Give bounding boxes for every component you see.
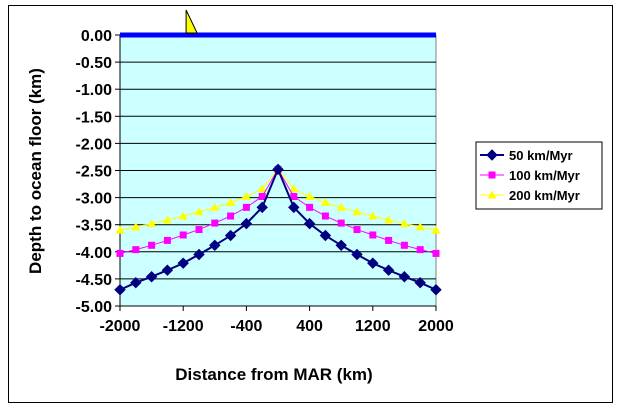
x-axis-label: Distance from MAR (km) — [175, 365, 372, 384]
data-point — [194, 207, 204, 216]
data-point — [257, 184, 267, 193]
data-point — [130, 276, 142, 289]
data-point — [242, 203, 250, 211]
data-point — [241, 192, 251, 201]
data-point — [148, 241, 156, 249]
data-point — [224, 229, 237, 242]
data-point — [131, 222, 141, 231]
legend-label: 200 km/Myr — [509, 188, 580, 203]
data-point — [193, 248, 205, 261]
data-point — [351, 248, 363, 261]
data-point — [258, 193, 266, 201]
y-tick-label: -2.50 — [76, 164, 113, 181]
data-point — [367, 257, 379, 269]
data-point — [415, 222, 425, 231]
data-point — [227, 212, 235, 220]
data-point — [398, 271, 411, 283]
data-point — [353, 226, 361, 234]
data-point — [163, 236, 171, 244]
data-point — [303, 217, 316, 230]
data-point — [161, 264, 174, 276]
data-point — [240, 217, 253, 230]
data-point — [132, 246, 140, 254]
data-point — [289, 184, 299, 193]
y-tick-label: -5.00 — [76, 299, 113, 316]
data-point — [321, 212, 329, 220]
data-point — [256, 201, 268, 214]
data-point — [369, 231, 377, 239]
series-1 — [116, 165, 440, 257]
data-point — [400, 241, 408, 249]
x-tick-label: -1200 — [163, 318, 204, 335]
data-point — [414, 276, 426, 289]
data-point — [177, 257, 189, 269]
data-point — [272, 163, 284, 176]
data-point — [179, 231, 187, 239]
data-point — [162, 215, 172, 224]
data-point — [147, 219, 157, 228]
x-tick-label: -2000 — [100, 318, 141, 335]
data-point — [385, 236, 393, 244]
y-axis-label: Depth to ocean floor (km) — [26, 68, 45, 274]
data-point — [320, 197, 330, 206]
x-tick-label: 400 — [296, 318, 323, 335]
x-tick-label: -400 — [230, 318, 262, 335]
data-point — [115, 225, 125, 234]
data-point — [195, 226, 203, 234]
data-point — [178, 211, 188, 220]
x-axis-ticks: -2000 -1200 -400 400 1200 2000 — [100, 306, 454, 335]
legend-entry-2: 200 km/Myr — [480, 188, 580, 203]
data-point — [114, 284, 126, 296]
y-tick-label: -1.50 — [76, 109, 113, 126]
y-tick-label: -3.50 — [76, 218, 113, 235]
data-point — [305, 192, 315, 201]
y-tick-label: -0.50 — [76, 55, 113, 72]
y-tick-label: -4.00 — [76, 245, 113, 262]
y-tick-label: -1.00 — [76, 82, 113, 99]
data-point — [335, 239, 347, 252]
data-point — [306, 203, 314, 211]
data-point — [416, 246, 424, 254]
data-point — [337, 219, 345, 227]
y-tick-label: 0.00 — [81, 28, 112, 45]
x-tick-label: 2000 — [418, 318, 454, 335]
y-tick-label: -3.00 — [76, 191, 113, 208]
data-point — [399, 219, 409, 228]
y-tick-label: -4.50 — [76, 272, 113, 289]
data-point — [336, 202, 346, 211]
data-point — [145, 271, 158, 283]
x-tick-label: 1200 — [355, 318, 391, 335]
data-point — [319, 229, 332, 242]
data-point — [368, 211, 378, 220]
data-point — [430, 284, 442, 296]
data-point — [211, 219, 219, 227]
legend-entry-1: 100 km/Myr — [480, 168, 580, 183]
y-tick-label: -2.00 — [76, 136, 113, 153]
series-0 — [114, 163, 442, 296]
data-point — [288, 201, 300, 214]
data-point — [382, 264, 395, 276]
data-point — [210, 202, 220, 211]
y-axis-ticks: 0.00 -0.50 -1.00 -1.50 -2.00 -2.50 -3.00 -3.50 -… — [76, 28, 120, 316]
legend-swatch-marker — [488, 171, 496, 179]
data-point — [384, 215, 394, 224]
legend-label: 100 km/Myr — [509, 168, 580, 183]
plot-area — [119, 9, 437, 307]
data-point — [116, 249, 124, 257]
legend-swatch-marker — [486, 149, 498, 161]
series-group — [114, 163, 442, 296]
sailboat-icon — [185, 9, 198, 34]
legend-label: 50 km/Myr — [509, 148, 573, 163]
chart-frame: -2000 -1200 -400 400 1200 2000 0.00 -0.50 -1.00… — [8, 5, 613, 403]
legend: 50 km/Myr 100 km/Myr 200 km/Myr — [475, 141, 603, 210]
depth-profile-chart: -2000 -1200 -400 400 1200 2000 0.00 -0.50 -1.00… — [26, 9, 603, 384]
data-point — [226, 197, 236, 206]
data-point — [352, 207, 362, 216]
data-point — [431, 225, 441, 234]
data-point — [209, 239, 221, 252]
data-point — [290, 193, 298, 201]
legend-entry-0: 50 km/Myr — [480, 148, 573, 163]
data-point — [432, 249, 440, 257]
legend-swatch-marker — [487, 190, 497, 199]
